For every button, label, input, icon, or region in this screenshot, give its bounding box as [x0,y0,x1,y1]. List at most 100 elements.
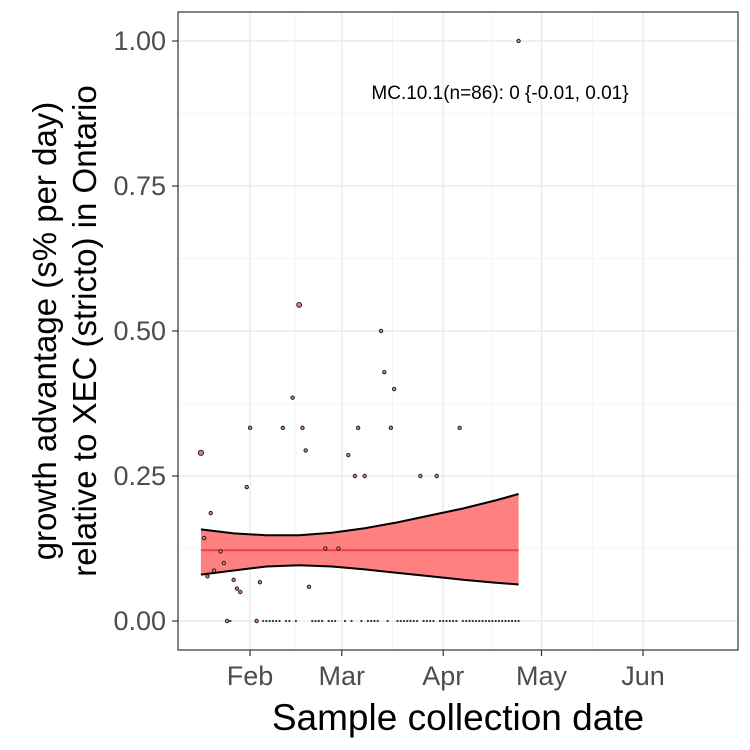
y-tick-label: 1.00 [113,26,166,56]
zero-data-point [510,619,514,623]
data-point [362,473,367,479]
zero-data-point [370,619,373,623]
zero-data-point [373,619,376,623]
zero-data-point [448,619,451,623]
data-point [247,425,253,431]
zero-data-point [350,619,353,623]
y-tick-label: 0.50 [113,316,166,346]
zero-data-point [360,619,363,623]
zero-data-point [229,619,232,623]
data-point [388,425,394,431]
zero-data-point [399,619,402,623]
y-axis-title-line-1: growth advantage (s% per day) [26,102,63,561]
y-tick-label: 0.25 [113,461,166,491]
data-point [224,618,230,624]
zero-data-point [455,619,458,623]
data-point [201,535,207,541]
zero-data-point [488,619,491,623]
zero-data-point [409,619,412,623]
data-point [457,425,462,431]
zero-data-point [278,619,281,623]
data-point [244,484,249,490]
zero-data-point [507,619,510,623]
data-point [382,369,387,375]
zero-data-point [317,619,320,623]
data-point [516,38,521,44]
zero-data-point [468,619,471,623]
data-point [205,574,210,579]
zero-data-point [406,619,409,623]
zero-data-point [494,619,497,623]
x-tick-label: Apr [422,661,464,691]
data-point [300,425,305,431]
zero-data-point [461,619,465,623]
zero-data-point [438,619,442,623]
zero-data-point [484,619,487,623]
data-point [303,448,308,453]
zero-data-point [481,619,484,623]
zero-data-point [432,619,435,623]
data-point [346,452,351,458]
zero-data-point [288,619,291,623]
y-axis-title-line-2: relative to XEC (stricto) in Ontario [66,85,103,577]
zero-data-point [514,619,517,623]
zero-data-point [265,619,268,623]
zero-data-point [271,619,275,623]
zero-data-point [517,619,520,623]
data-point [378,328,384,334]
data-point [323,546,328,551]
zero-data-point [396,619,399,623]
zero-data-point [442,619,445,623]
zero-data-point [504,619,507,623]
lower-bound-line [200,564,519,586]
zero-data-point [320,619,324,623]
data-point [234,586,240,591]
zero-data-point [294,619,297,623]
zero-data-point [402,619,406,623]
zero-data-point [471,619,474,623]
x-tick-label: May [516,661,568,691]
zero-data-point [422,619,425,623]
zero-data-point [343,619,347,623]
y-tick-label: 0.75 [113,171,166,201]
zero-data-point [284,619,288,623]
zero-data-point [327,619,330,623]
zero-data-point [497,619,501,623]
zero-data-point [491,619,494,623]
data-point [336,546,341,551]
upper-bound-line [200,493,519,537]
zero-data-point [425,619,428,623]
grid [178,12,738,650]
zero-data-point [376,619,379,623]
data-point [352,473,358,479]
data-point [231,577,236,583]
x-tick-label: Feb [227,661,274,691]
data-point [434,473,439,479]
data-point [208,510,213,516]
zero-data-point [474,619,478,623]
data-point [391,386,397,392]
data-point [254,618,259,624]
zero-data-point [429,619,432,623]
x-tick-label: Jun [621,661,665,691]
zero-data-point [311,619,314,623]
zero-data-point [415,619,419,623]
y-tick-label: 0.00 [113,606,166,636]
data-point [418,473,423,479]
data-point [296,302,303,308]
data-point [221,560,227,566]
zero-data-point [412,619,415,623]
data-point [257,579,263,585]
data-point [211,568,217,573]
zero-data-point [465,619,468,623]
x-axis-title: Sample collection date [272,697,644,738]
zero-data-point [334,619,337,623]
zero-data-point [478,619,481,623]
data-point [290,395,295,400]
data-point [218,549,223,554]
confidence-band [200,493,519,586]
data-point [355,425,361,431]
zero-data-point [314,619,317,623]
data-point [238,589,243,595]
data-point [306,584,312,589]
